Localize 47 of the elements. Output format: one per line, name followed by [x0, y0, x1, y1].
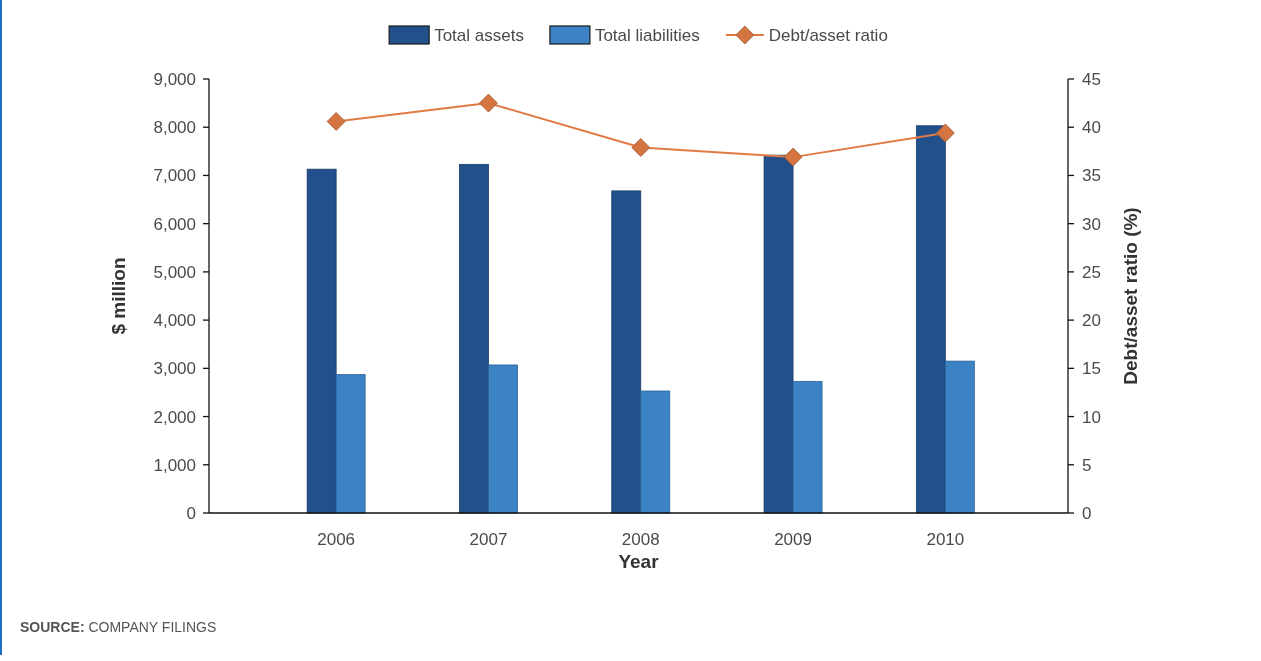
y2-tick-label: 25	[1082, 262, 1101, 282]
x-tick-label: 2009	[774, 529, 812, 549]
bar	[763, 154, 794, 514]
y2-tick-label: 0	[1082, 503, 1092, 523]
bar	[335, 374, 366, 514]
y-tick-label: 1,000	[153, 455, 196, 475]
y2-tick-label: 20	[1082, 311, 1101, 331]
point	[783, 147, 803, 167]
legend-label: Total liabilities	[594, 25, 700, 45]
y2-tick-label: 40	[1082, 118, 1101, 138]
point	[479, 93, 498, 113]
y2-axis-title: Debt/asset ratio (%)	[1119, 207, 1141, 385]
y2-tick-label: 10	[1082, 407, 1101, 427]
bar	[488, 364, 518, 514]
legend-label: Total assets	[434, 25, 524, 45]
point	[935, 123, 955, 143]
x-tick-label: 2006	[317, 529, 356, 549]
bar	[640, 390, 671, 514]
bar	[459, 163, 489, 514]
x-axis-title: Year	[618, 550, 660, 572]
y-tick-label: 0	[186, 503, 196, 523]
x-tick-label: 2010	[926, 529, 965, 549]
y-tick-label: 9,000	[153, 69, 196, 89]
bar	[611, 190, 642, 514]
bar	[915, 125, 946, 514]
y-tick-label: 2,000	[153, 407, 196, 427]
y2-tick-label: 30	[1082, 214, 1101, 234]
x-tick-label: 2007	[469, 529, 508, 549]
point	[326, 112, 346, 131]
y-tick-label: 7,000	[153, 166, 196, 186]
legend-label: Debt/asset ratio	[768, 25, 888, 45]
y2-tick-label: 15	[1082, 359, 1101, 379]
y2-tick-label: 35	[1082, 166, 1101, 186]
bar	[792, 380, 823, 514]
y-tick-label: 8,000	[153, 118, 196, 138]
y2-tick-label: 45	[1082, 69, 1101, 89]
y-tick-label: 3,000	[153, 359, 196, 379]
y-axis-title: $ million	[107, 257, 129, 335]
bar	[306, 168, 337, 514]
y2-tick-label: 5	[1082, 455, 1092, 475]
point	[631, 138, 651, 157]
y-tick-label: 6,000	[153, 214, 196, 234]
source-note: SOURCE: COMPANY FILINGS	[20, 619, 217, 635]
y-tick-label: 4,000	[153, 311, 196, 331]
x-tick-label: 2008	[621, 529, 660, 549]
y-tick-label: 5,000	[153, 262, 196, 282]
bar	[944, 360, 975, 514]
